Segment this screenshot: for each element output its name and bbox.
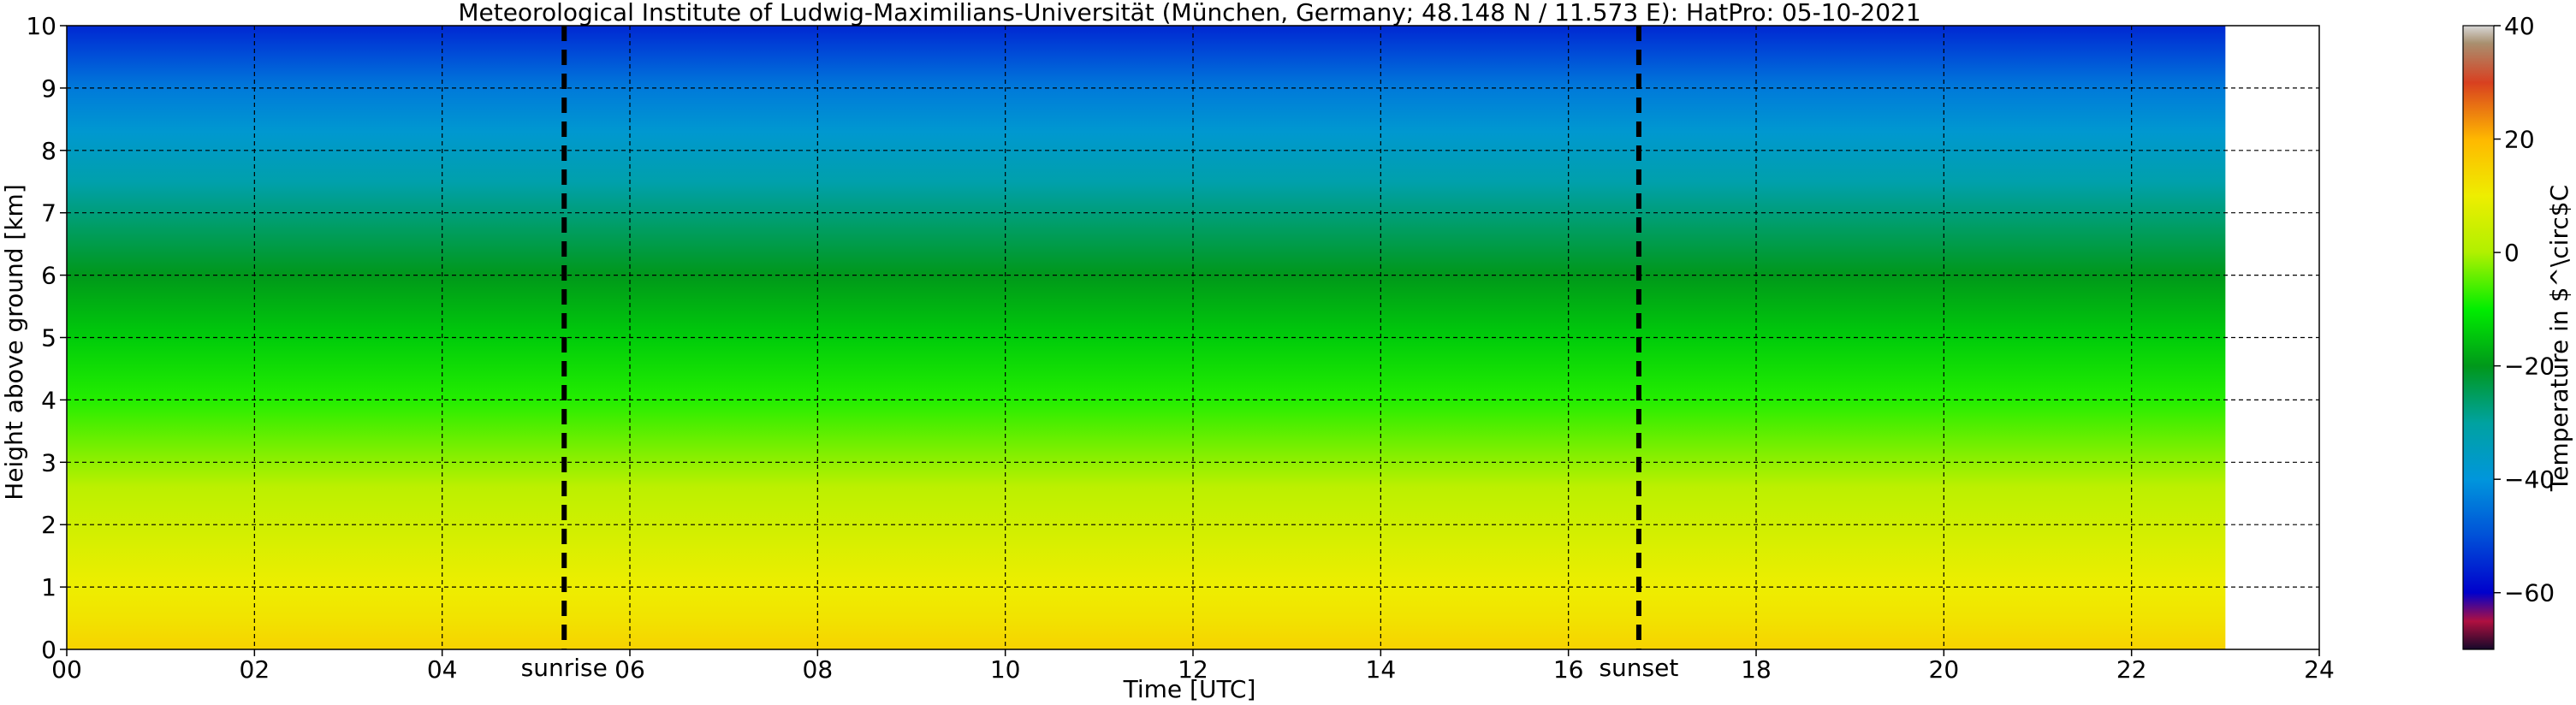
colorbar-segment xyxy=(2463,536,2494,594)
y-tick-label: 6 xyxy=(41,262,56,290)
colorbar-segment xyxy=(2463,479,2494,536)
colorbar-segment xyxy=(2463,252,2494,310)
x-tick-label: 06 xyxy=(614,655,645,684)
colorbar-segment xyxy=(2463,309,2494,367)
x-tick-label: 10 xyxy=(990,655,1021,684)
x-tick-label: 04 xyxy=(427,655,458,684)
y-tick-label: 5 xyxy=(41,324,56,352)
x-tick-label: 14 xyxy=(1366,655,1397,684)
y-axis-label: Height above ground [km] xyxy=(0,184,28,501)
x-tick-label: 24 xyxy=(2304,655,2335,684)
y-tick-label: 9 xyxy=(41,74,56,103)
colorbar-segment xyxy=(2463,195,2494,253)
x-tick-label: 16 xyxy=(1553,655,1584,684)
colorbar-segment xyxy=(2463,620,2494,650)
colorbar-segment xyxy=(2463,139,2494,197)
colorbar-frame xyxy=(2462,25,2495,650)
x-tick-label: 20 xyxy=(1929,655,1960,684)
x-tick-label: 00 xyxy=(51,655,82,684)
x-tick-label: 02 xyxy=(240,655,270,684)
x-axis-label: Time [UTC] xyxy=(1123,675,1256,703)
annotations: sunrise sunset xyxy=(521,26,1678,682)
colorbar-segment xyxy=(2463,422,2494,480)
colorbar-tick-label: 20 xyxy=(2504,126,2535,154)
sunrise-label: sunrise xyxy=(521,654,608,682)
sunset-label: sunset xyxy=(1599,654,1678,682)
y-tick-label: 10 xyxy=(26,12,56,40)
colorbar-segment xyxy=(2463,26,2494,44)
x-tick-label: 08 xyxy=(803,655,834,684)
y-tick-label: 4 xyxy=(41,386,56,414)
y-tick-label: 2 xyxy=(41,511,56,539)
y-tick-label: 8 xyxy=(41,137,56,165)
colorbar-segment xyxy=(2463,365,2494,424)
grid-lines xyxy=(67,26,2319,649)
colorbar: −60 −40 −20 0 20 40 Temperature in $^\circ$C xyxy=(2462,12,2573,650)
colorbar-tick-label: −40 xyxy=(2504,465,2555,494)
x-tick-label: 18 xyxy=(1741,655,1772,684)
colorbar-tick-label: −60 xyxy=(2504,579,2555,607)
y-tick-label: 1 xyxy=(41,573,56,601)
colorbar-segment xyxy=(2463,42,2494,83)
y-tick-label: 0 xyxy=(41,636,56,664)
y-tick-label: 3 xyxy=(41,448,56,477)
colorbar-tick-label: −20 xyxy=(2504,352,2555,381)
y-tick-label: 7 xyxy=(41,199,56,228)
x-tick-label: 22 xyxy=(2116,655,2147,684)
colorbar-label: Temperature in $^\circ$C xyxy=(2545,185,2573,492)
colorbar-segment xyxy=(2463,82,2494,140)
colorbar-segment xyxy=(2463,592,2494,622)
colorbar-tick-label: 40 xyxy=(2504,12,2535,40)
x-tick-label: 12 xyxy=(1178,655,1208,684)
colorbar-tick-label: 0 xyxy=(2504,239,2520,267)
chart-title: Meteorological Institute of Ludwig-Maxim… xyxy=(458,0,1920,27)
